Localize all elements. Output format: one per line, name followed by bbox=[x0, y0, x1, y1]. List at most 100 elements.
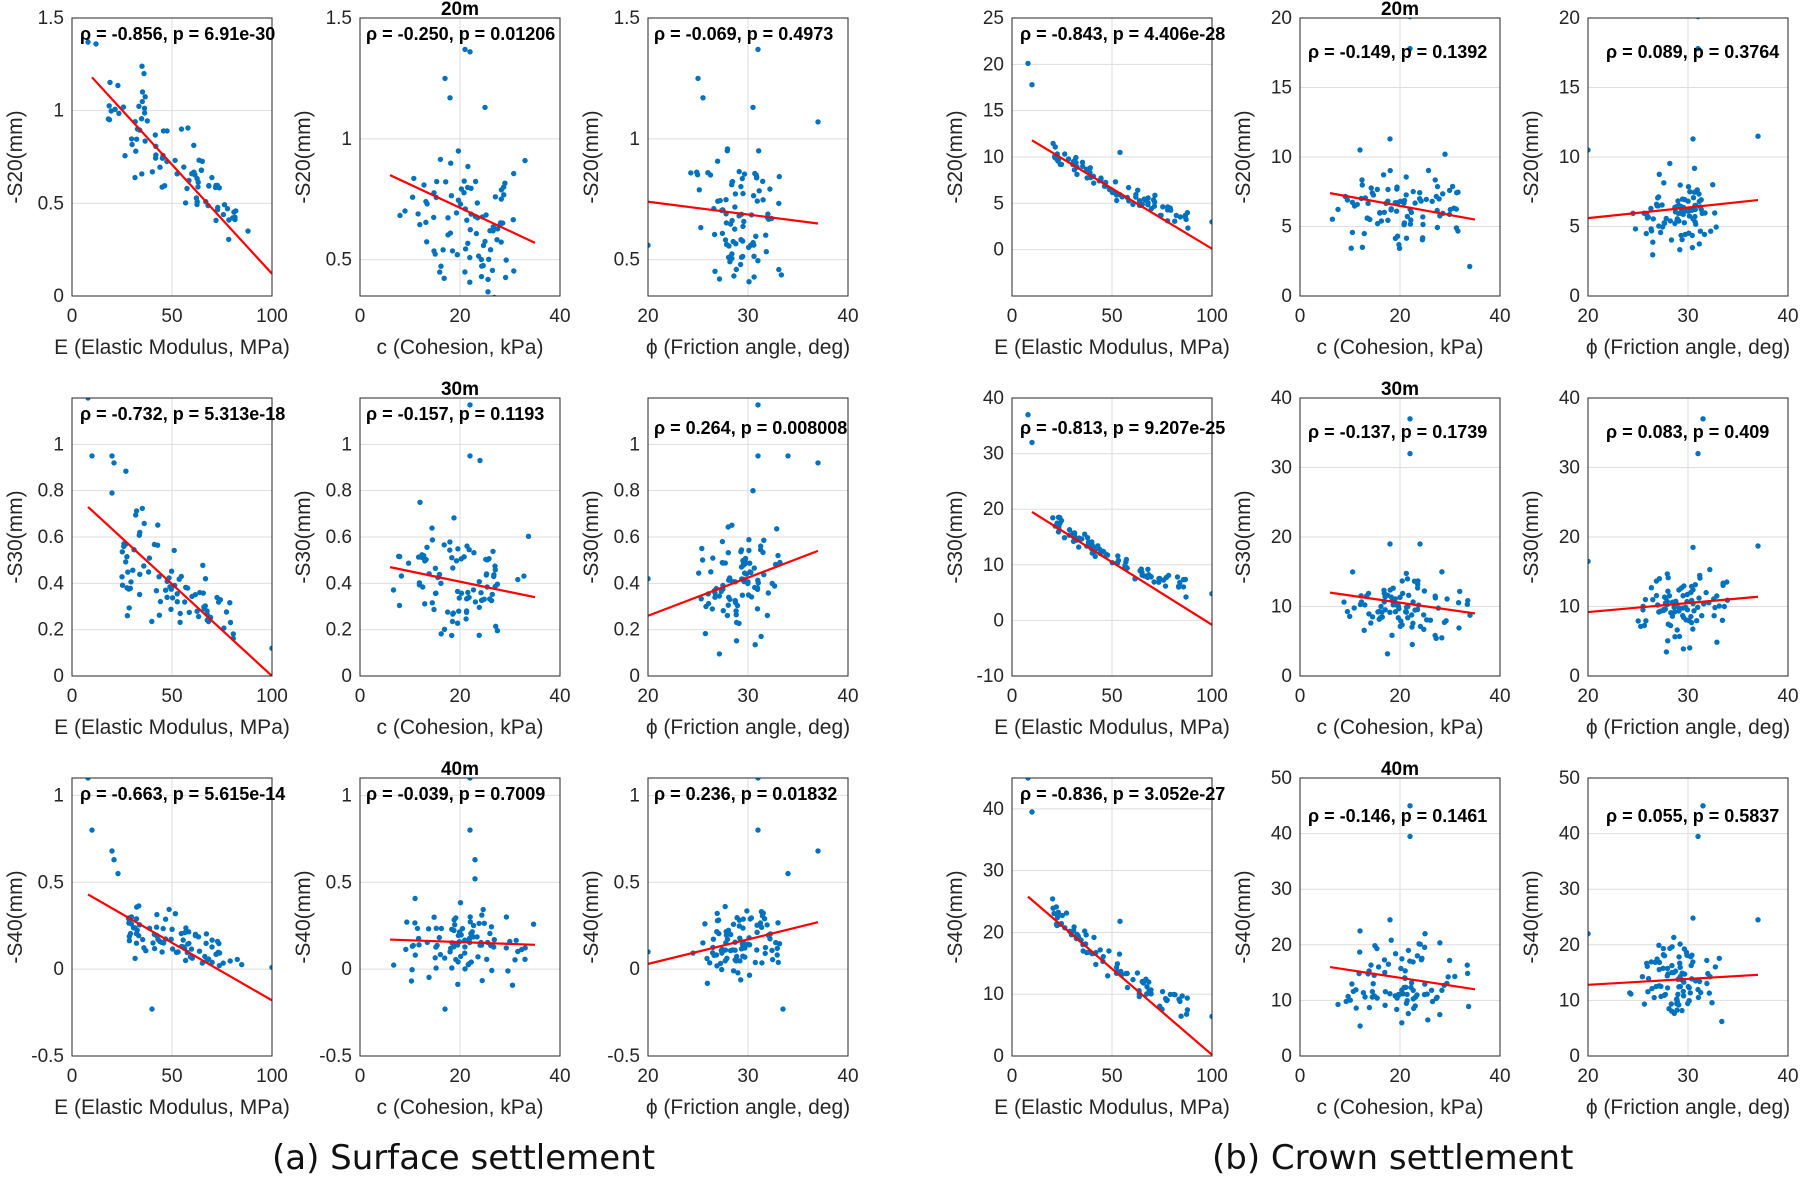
data-point bbox=[1676, 633, 1683, 640]
data-point bbox=[1374, 945, 1380, 952]
regression-line bbox=[1031, 511, 1212, 626]
data-point bbox=[740, 925, 746, 931]
data-point bbox=[1464, 601, 1471, 608]
data-point bbox=[1689, 952, 1695, 958]
data-point bbox=[711, 952, 717, 959]
data-point bbox=[424, 239, 430, 245]
data-point bbox=[116, 110, 122, 117]
y-tick-label: -10 bbox=[977, 666, 1004, 687]
data-point bbox=[1440, 191, 1446, 197]
data-point bbox=[714, 963, 720, 969]
regression-line bbox=[87, 506, 272, 676]
data-point bbox=[1677, 247, 1683, 253]
data-point bbox=[1049, 896, 1056, 902]
data-point bbox=[1394, 184, 1400, 190]
data-point-outlier bbox=[1407, 450, 1413, 457]
data-point bbox=[1399, 1020, 1405, 1026]
data-point bbox=[1115, 553, 1121, 559]
data-point bbox=[521, 573, 527, 579]
data-point bbox=[185, 941, 191, 947]
data-point bbox=[761, 572, 767, 578]
data-point bbox=[1403, 192, 1409, 198]
axes-frame bbox=[1011, 397, 1213, 677]
correlation-annotation: ρ = 0.083, p = 0.409 bbox=[1606, 422, 1769, 442]
data-point bbox=[1686, 207, 1692, 214]
data-point bbox=[727, 221, 734, 227]
data-point bbox=[445, 609, 451, 615]
data-point-outlier bbox=[1025, 412, 1031, 418]
data-point bbox=[191, 142, 197, 148]
axes-frame bbox=[647, 397, 849, 677]
data-point bbox=[1412, 994, 1419, 1000]
data-point-outlier bbox=[700, 95, 706, 101]
data-point bbox=[729, 178, 736, 185]
data-point bbox=[1377, 210, 1383, 216]
data-point bbox=[700, 940, 706, 946]
data-point bbox=[1401, 222, 1407, 228]
data-point bbox=[1399, 578, 1405, 584]
data-point bbox=[1678, 232, 1684, 239]
data-point bbox=[1381, 209, 1388, 215]
data-point bbox=[1707, 566, 1713, 573]
correlation-annotation: ρ = -0.069, p = 0.4973 bbox=[654, 24, 833, 44]
data-point-outlier bbox=[1588, 147, 1591, 153]
data-point bbox=[1145, 202, 1151, 208]
data-point-outlier bbox=[648, 576, 651, 582]
data-point bbox=[141, 110, 148, 116]
data-point bbox=[133, 508, 140, 514]
data-point bbox=[530, 921, 537, 927]
data-point bbox=[126, 938, 133, 944]
y-tick-label: 1 bbox=[341, 434, 352, 455]
data-point bbox=[1098, 175, 1104, 181]
data-point bbox=[1152, 199, 1158, 205]
axes-frame bbox=[1011, 777, 1213, 1057]
x-tick-label: 40 bbox=[1777, 1066, 1798, 1087]
data-point bbox=[1632, 226, 1639, 232]
data-point bbox=[437, 156, 444, 163]
data-point bbox=[491, 572, 497, 578]
data-point bbox=[1410, 188, 1416, 195]
data-point bbox=[390, 587, 397, 593]
data-point bbox=[712, 594, 718, 600]
y-tick-label: 20 bbox=[983, 499, 1004, 520]
x-tick-label: 0 bbox=[1007, 1066, 1018, 1087]
data-point bbox=[1402, 968, 1408, 974]
data-point bbox=[454, 252, 460, 258]
x-tick-label: 0 bbox=[1007, 686, 1018, 707]
data-point bbox=[1387, 167, 1393, 174]
y-tick-label: 30 bbox=[983, 444, 1004, 465]
data-point bbox=[183, 584, 189, 591]
data-point bbox=[1434, 994, 1440, 1000]
data-point bbox=[1087, 165, 1094, 171]
data-point bbox=[172, 911, 179, 917]
regression-line bbox=[1329, 965, 1476, 991]
y-axis-label: -S40(mm) bbox=[1232, 870, 1255, 963]
x-tick-label: 40 bbox=[1489, 1066, 1510, 1087]
data-point bbox=[1375, 964, 1382, 970]
data-point bbox=[751, 565, 757, 571]
data-point bbox=[456, 595, 462, 601]
data-point bbox=[752, 642, 758, 648]
y-tick-label: 0 bbox=[629, 959, 640, 980]
data-point bbox=[746, 547, 752, 554]
x-tick-label: 20 bbox=[1577, 1066, 1598, 1087]
data-point bbox=[1329, 216, 1336, 222]
data-point bbox=[1167, 991, 1174, 998]
data-point bbox=[449, 632, 455, 639]
data-point bbox=[429, 525, 435, 531]
data-point bbox=[174, 591, 180, 597]
regression-line bbox=[648, 921, 819, 965]
data-point bbox=[764, 922, 770, 928]
data-point bbox=[412, 895, 418, 902]
data-point bbox=[1165, 572, 1172, 579]
data-point bbox=[184, 185, 190, 192]
data-point bbox=[1362, 994, 1368, 1000]
data-point bbox=[723, 932, 730, 938]
data-point bbox=[463, 609, 470, 615]
data-point bbox=[1656, 959, 1663, 966]
y-tick-label: 10 bbox=[1559, 597, 1580, 618]
data-point bbox=[469, 929, 475, 935]
x-tick-label: 100 bbox=[256, 1066, 288, 1087]
y-tick-label: 1.5 bbox=[614, 8, 640, 29]
data-point bbox=[134, 927, 140, 933]
